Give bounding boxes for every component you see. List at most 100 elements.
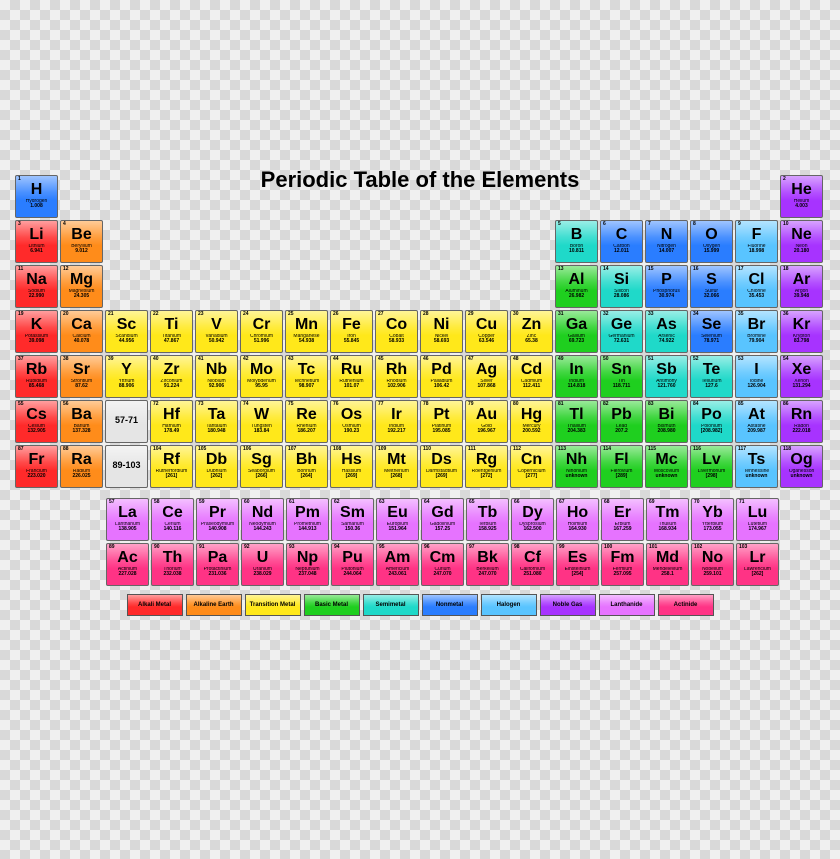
element-symbol: Es [568,550,588,566]
atomic-number: 53 [738,357,744,362]
atomic-number: 11 [18,267,23,272]
element-symbol: Sb [656,362,676,378]
atomic-mass: 209.987 [747,429,765,434]
atomic-number: 57 [109,500,115,505]
element-symbol: Nh [566,452,587,468]
element-symbol: F [752,227,762,243]
atomic-mass: 14.007 [659,249,674,254]
atomic-mass: 140.908 [208,527,226,532]
element-symbol: B [571,227,583,243]
element-Hs: 108HsHassium[269] [330,445,373,488]
element-symbol: Ni [434,317,450,333]
element-Mo: 42MoMolybdenum95.95 [240,355,283,398]
element-Nh: 113NhNihoniumunknown [555,445,598,488]
element-symbol: Mn [295,317,318,333]
element-symbol: Pt [434,407,450,423]
element-Eu: 63EuEuropium151.964 [376,498,419,541]
atomic-mass: 118.711 [613,384,631,389]
element-Cf: 98CfCalifornium251.080 [511,543,554,586]
atomic-mass: 98.907 [299,384,314,389]
atomic-mass: 121.760 [657,384,675,389]
atomic-number: 39 [108,357,114,362]
spacer [60,175,778,218]
element-Tl: 81TlThallium204.383 [555,400,598,443]
element-symbol: S [706,272,717,288]
atomic-number: 26 [333,312,339,317]
atomic-mass: 1.008 [30,204,43,209]
element-symbol: Ca [71,317,91,333]
element-symbol: Cr [253,317,271,333]
element-Md: 101MdMendelevium258.1 [646,543,689,586]
element-Er: 68ErErbium167.259 [601,498,644,541]
atomic-mass: 231.036 [208,572,226,577]
element-symbol: Ti [165,317,179,333]
element-symbol: Os [341,407,362,423]
element-W: 74WTungsten183.84 [240,400,283,443]
periodic-table-container: Periodic Table of the Elements 1HHydroge… [0,175,840,616]
element-Be: 4BeBeryllium9.012 [60,220,103,263]
atomic-mass: 39.948 [794,294,809,299]
atomic-mass: [289] [616,474,628,479]
atomic-number: 51 [648,357,654,362]
atomic-mass: 106.42 [434,384,449,389]
element-Mn: 25MnManganese54.938 [285,310,328,353]
element-symbol: Mg [70,272,93,288]
atomic-mass: 65.38 [525,339,538,344]
atomic-number: 76 [333,402,339,407]
atomic-mass: 173.055 [703,527,721,532]
atomic-number: 41 [198,357,204,362]
element-symbol: Ba [71,407,91,423]
atomic-mass: 12.011 [614,249,629,254]
atomic-mass: 137.328 [72,429,90,434]
element-symbol: P [661,272,672,288]
element-Rg: 111RgRoentgenium[272] [465,445,508,488]
atomic-mass: 162.500 [523,527,541,532]
element-Sc: 21ScScandium44.956 [105,310,148,353]
element-Yb: 70YbYtterbium173.055 [691,498,734,541]
atomic-number: 46 [423,357,429,362]
atomic-number: 6 [603,222,606,227]
element-Ac: 89AcActinium227.028 [106,543,149,586]
element-B: 5BBoron10.811 [555,220,598,263]
atomic-number: 106 [243,447,251,452]
atomic-number: 91 [199,545,205,550]
atomic-number: 47 [468,357,474,362]
element-La: 57LaLanthanum138.905 [106,498,149,541]
element-symbol: N [661,227,673,243]
period-row: 55CsCesium132.90556BaBarium137.32857-717… [15,400,825,443]
element-Ag: 47AgSilver107.868 [465,355,508,398]
atomic-number: 34 [693,312,699,317]
atomic-mass: 28.086 [614,294,629,299]
element-symbol: Cl [749,272,765,288]
atomic-number: 65 [469,500,475,505]
legend-transition: Transition Metal [245,594,301,616]
atomic-mass: 190.23 [344,429,359,434]
element-symbol: Al [569,272,585,288]
element-Lr: 103LrLawrencium[262] [736,543,779,586]
atomic-number: 69 [649,500,655,505]
atomic-number: 44 [333,357,339,362]
element-Nd: 60NdNeodymium144.243 [241,498,284,541]
element-symbol: Ra [71,452,91,468]
atomic-mass: 158.925 [478,527,496,532]
element-symbol: Dy [522,505,542,521]
element-symbol: Xe [792,362,812,378]
element-Ir: 77IrIridium192.217 [375,400,418,443]
atomic-mass: 58.933 [389,339,404,344]
element-Ge: 32GeGermanium72.631 [600,310,643,353]
element-Mg: 12MgMagnesium24.305 [60,265,103,308]
element-Sr: 38SrStrontium87.62 [60,355,103,398]
element-Cm: 96CmCurium247.070 [421,543,464,586]
atomic-number: 97 [469,545,475,550]
element-N: 7NNitrogen14.007 [645,220,688,263]
atomic-mass: 132.905 [27,429,45,434]
atomic-number: 36 [783,312,789,317]
atomic-mass: 195.085 [432,429,450,434]
element-symbol: Np [297,550,318,566]
atomic-mass: 247.070 [478,572,496,577]
atomic-mass: 126.904 [747,384,765,389]
element-symbol: Li [29,227,43,243]
element-symbol: Ga [566,317,587,333]
element-Mt: 109MtMeitnerium[268] [375,445,418,488]
atomic-number: 101 [649,545,657,550]
